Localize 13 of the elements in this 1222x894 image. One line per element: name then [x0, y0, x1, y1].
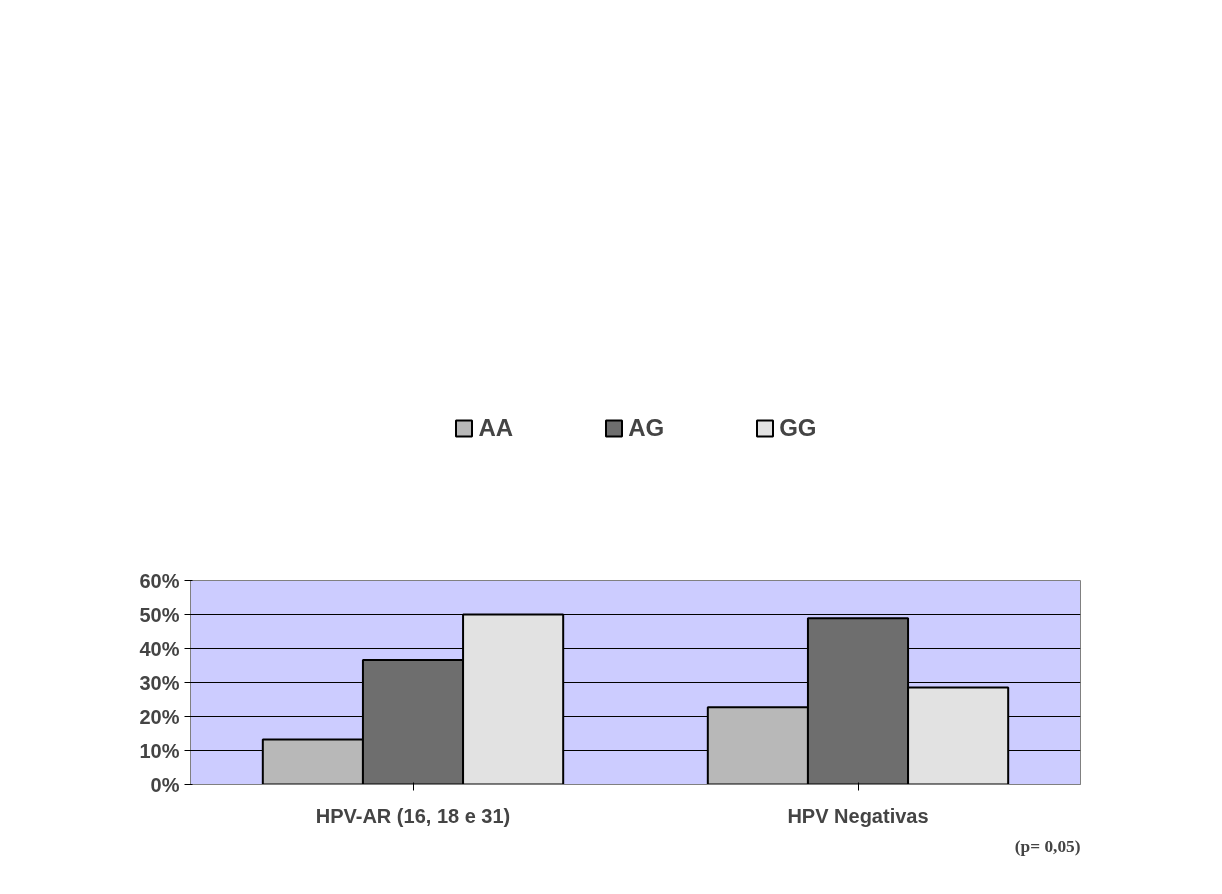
x-tick-label: HPV-AR (16, 18 e 31) [315, 804, 511, 827]
y-tick-label: 20% [139, 705, 180, 728]
y-tick-label: 0% [150, 773, 180, 796]
text: (p= 0,05) [1014, 836, 1081, 856]
x-tick-label: HPV Negativas [787, 804, 929, 827]
y-tick-label: 60% [139, 569, 180, 592]
legend-label: AG [628, 414, 665, 442]
y-tick-label: 50% [139, 603, 180, 626]
legend-label: AA [478, 414, 514, 442]
legend-label: GG [779, 414, 817, 442]
y-tick-label: 30% [139, 671, 180, 694]
y-tick-label: 40% [139, 637, 180, 660]
y-tick-label: 10% [139, 739, 180, 762]
